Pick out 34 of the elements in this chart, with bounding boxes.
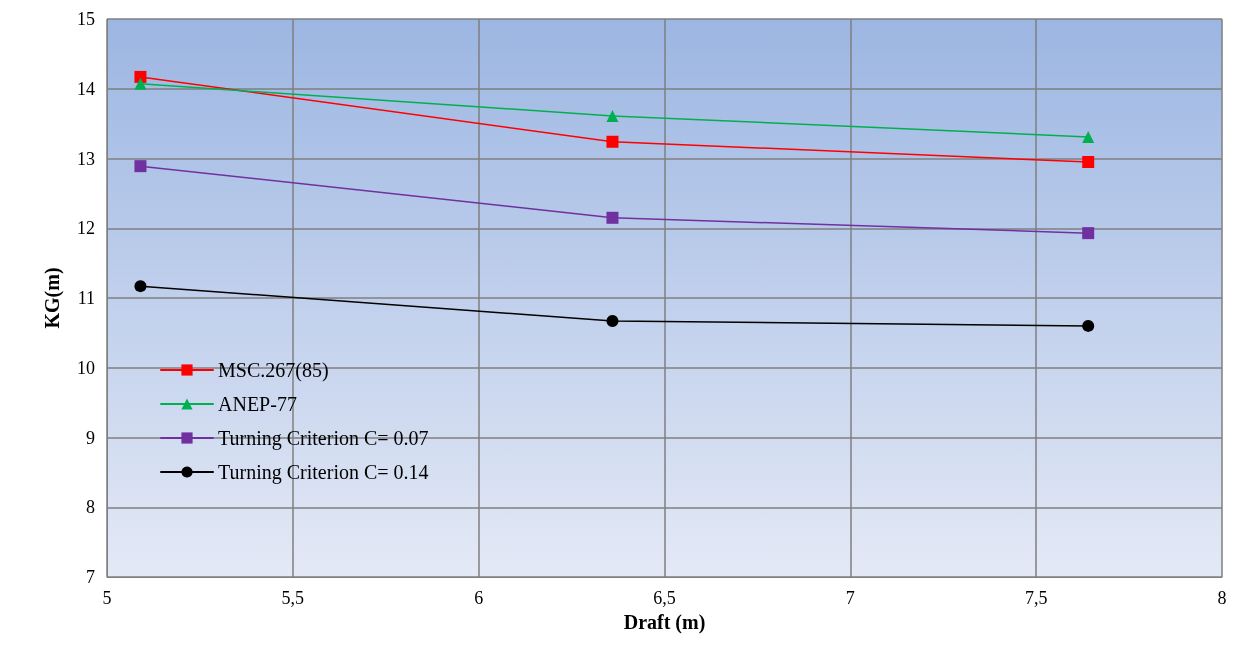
point (1082, 319, 1095, 332)
x-tick-label: 7,5 (1024, 588, 1048, 608)
point (134, 160, 147, 173)
point (134, 77, 147, 90)
point (134, 70, 147, 83)
legend-label: ANEP-77 (218, 393, 297, 415)
y-tick-label: 13 (77, 148, 95, 169)
x-tick-label: 5 (102, 588, 112, 608)
point (606, 109, 619, 122)
point (606, 315, 619, 328)
y-tick-label: 10 (77, 357, 95, 378)
x-tick-label: 6 (474, 588, 484, 608)
point (606, 211, 619, 224)
point (606, 135, 619, 148)
y-tick-label: 7 (86, 567, 95, 587)
x-axis-title: Draft (m) (623, 610, 706, 634)
legend-label: Turning Criterion C= 0.14 (218, 461, 429, 484)
y-tick-label: 11 (77, 288, 95, 308)
y-tick-label: 12 (77, 218, 95, 239)
point (134, 280, 147, 293)
y-tick-label: 15 (77, 9, 95, 29)
y-tick-label: 14 (77, 78, 95, 99)
point (1082, 227, 1095, 240)
y-axis-title: KG(m) (41, 267, 64, 329)
legend-label: MSC.267(85) (218, 359, 329, 382)
x-tick-label: 7 (845, 588, 855, 608)
point (1082, 155, 1095, 168)
y-tick-label: 8 (86, 497, 95, 518)
x-tick-label: 6,5 (653, 588, 676, 608)
y-tick-label: 9 (86, 427, 95, 448)
legend-label: Turning Criterion C= 0.07 (218, 427, 429, 450)
x-tick-label: 5,5 (281, 588, 305, 608)
point (1082, 130, 1095, 143)
x-tick-label: 8 (1217, 588, 1227, 608)
